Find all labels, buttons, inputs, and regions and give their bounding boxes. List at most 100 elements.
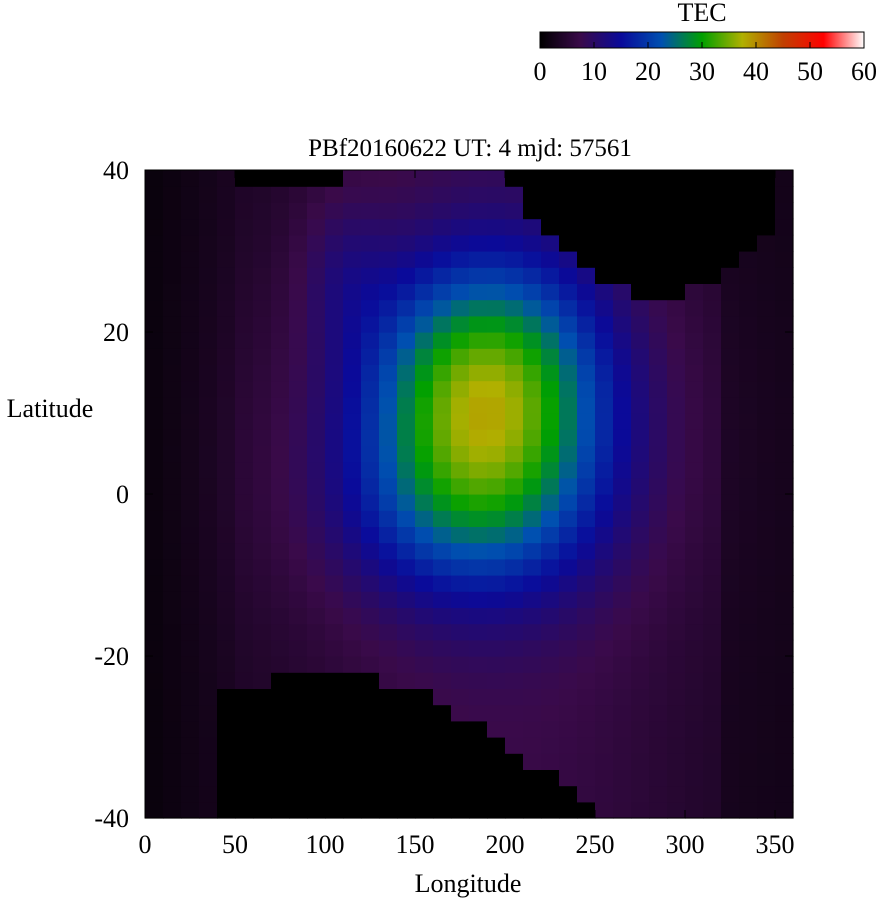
heatmap-cell [685,429,704,446]
heatmap-cell [379,445,398,463]
heatmap-cell [487,348,506,365]
heatmap-cell [757,251,776,268]
heatmap-cell [451,218,470,236]
heatmap-cell [307,202,326,220]
heatmap-cell [289,607,308,625]
heatmap-cell [181,639,200,657]
heatmap-cell [559,688,578,706]
heatmap-cell [649,769,668,787]
heatmap-cell [685,542,704,560]
heatmap-cell [217,688,236,706]
heatmap-cell [415,623,434,641]
heatmap-cell [271,202,290,220]
heatmap-cell [235,672,254,689]
heatmap-cell [721,396,740,414]
heatmap-cell [181,461,200,479]
heatmap-cell [361,299,380,317]
heatmap-cell [469,364,488,382]
heatmap-cell [559,575,578,592]
heatmap-cell [325,639,344,657]
heatmap-cell [721,494,740,511]
heatmap-cell [163,801,182,819]
heatmap-cell [415,607,434,625]
heatmap-cell [613,753,632,770]
heatmap-cell [739,558,758,576]
heatmap-cell [649,429,668,446]
heatmap-cell [181,623,200,641]
heatmap-cell [631,672,650,689]
heatmap-cell [757,575,776,592]
heatmap-cell [757,202,776,220]
heatmap-cell [541,672,560,689]
heatmap-cell [505,542,524,560]
heatmap-cell [739,186,758,203]
heatmap-cell [721,607,740,625]
heatmap-cell [379,283,398,301]
heatmap-cell [199,364,218,382]
heatmap-cell [433,737,452,754]
heatmap-cell [559,186,578,203]
heatmap-cell [559,348,578,365]
heatmap-cell [289,477,308,495]
heatmap-cell [397,558,416,576]
colorbar-tick-label: 40 [743,57,769,86]
heatmap-cell [469,380,488,398]
heatmap-cell [415,315,434,333]
heatmap-cell [613,623,632,641]
heatmap-cell [487,591,506,608]
heatmap-cell [397,704,416,722]
heatmap-cell [469,429,488,446]
heatmap-cell [361,623,380,641]
heatmap-cell [487,202,506,220]
heatmap-cell [631,591,650,608]
heatmap-cell [739,737,758,754]
heatmap-cell [541,170,560,187]
heatmap-cell [451,202,470,220]
heatmap-cell [487,656,506,673]
heatmap-cell [343,251,362,268]
heatmap-cell [577,623,596,641]
heatmap-cell [271,413,290,430]
heatmap-cell [559,753,578,770]
heatmap-cell [523,202,542,220]
heatmap-cell [595,558,614,576]
heatmap-cell [433,299,452,317]
heatmap-cell [667,396,686,414]
heatmap-cell [271,769,290,787]
heatmap-cell [325,575,344,592]
heatmap-cell [775,234,794,252]
heatmap-cell [163,413,182,430]
heatmap-cell [199,753,218,770]
heatmap-cell [379,785,398,803]
heatmap-cell [721,704,740,722]
heatmap-cell [757,688,776,706]
heatmap-cell [703,315,722,333]
heatmap-cell [163,558,182,576]
heatmap-cell [307,704,326,722]
heatmap-cell [199,672,218,689]
heatmap-cell [253,429,272,446]
heatmap-cell [613,186,632,203]
heatmap-cell [595,785,614,803]
heatmap-cell [487,672,506,689]
heatmap-cell [235,445,254,463]
heatmap-cell [595,656,614,673]
heatmap-cell [379,575,398,592]
heatmap-cell [325,510,344,527]
heatmap-cell [775,591,794,608]
heatmap-cell [325,785,344,803]
colorbar-tick-label: 30 [689,57,715,86]
heatmap-cell [775,251,794,268]
heatmap-cell [451,591,470,608]
heatmap-cell [541,251,560,268]
heatmap-cell [505,801,524,819]
heatmap-cell [379,704,398,722]
heatmap-cell [181,202,200,220]
heatmap-cell [739,364,758,382]
heatmap-cell [415,477,434,495]
heatmap-cell [235,283,254,301]
heatmap-cell [433,704,452,722]
heatmap-cell [577,591,596,608]
heatmap-cell [649,299,668,317]
heatmap-cell [577,332,596,349]
